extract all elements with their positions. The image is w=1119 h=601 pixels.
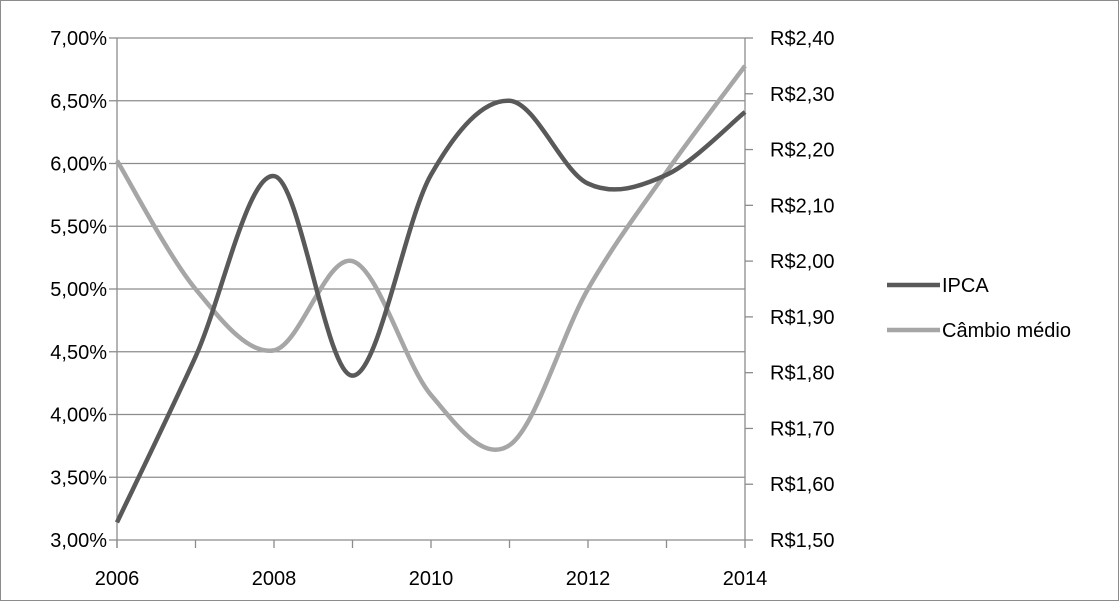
y-right-tick-label: R$1,70 — [770, 418, 835, 440]
x-tick-label: 2014 — [723, 568, 768, 590]
y-right-tick-label: R$1,50 — [770, 530, 835, 552]
x-tick-label: 2010 — [409, 568, 454, 590]
y-right-tick-label: R$2,30 — [770, 84, 835, 106]
legend: IPCA Câmbio médio — [887, 275, 1071, 342]
y-left-tick-label: 3,00% — [50, 530, 107, 552]
y-right-tick-label: R$1,60 — [770, 474, 835, 496]
y-right-tick-label: R$2,10 — [770, 195, 835, 217]
series-line-ipca — [114, 98, 747, 524]
y-left-tick-label: 4,00% — [50, 405, 107, 427]
y-left-tick-label: 7,00% — [50, 28, 107, 50]
y-left-tick-label: 5,50% — [50, 216, 107, 238]
y-left-tick-label: 6,50% — [50, 91, 107, 113]
y-right-tick-label: R$1,80 — [770, 363, 835, 385]
x-tick-label: 2012 — [566, 568, 611, 590]
y-left-tick-label: 3,50% — [50, 467, 107, 489]
y-left-tick-label: 4,50% — [50, 342, 107, 364]
y-left-tick-label: 5,00% — [50, 279, 107, 301]
legend-label-cambio: Câmbio médio — [942, 320, 1071, 342]
y-right-tick-label: R$1,90 — [770, 307, 835, 329]
series-lines — [114, 64, 747, 524]
y-left-tick-label: 6,00% — [50, 154, 107, 176]
gridlines — [117, 37, 745, 478]
y-right-tick-label: R$2,20 — [770, 140, 835, 162]
series-line-cambio — [115, 64, 747, 452]
tick-labels: 7,00% 6,50% 6,00% 5,50% 5,00% 4,50% 4,00% 3,50%… — [50, 28, 834, 590]
x-tick-label: 2008 — [252, 568, 297, 590]
legend-label-ipca: IPCA — [942, 275, 989, 297]
y-right-tick-label: R$2,00 — [770, 251, 835, 273]
axes — [109, 37, 753, 548]
y-right-tick-label: R$2,40 — [770, 28, 835, 50]
x-tick-label: 2006 — [95, 568, 140, 590]
